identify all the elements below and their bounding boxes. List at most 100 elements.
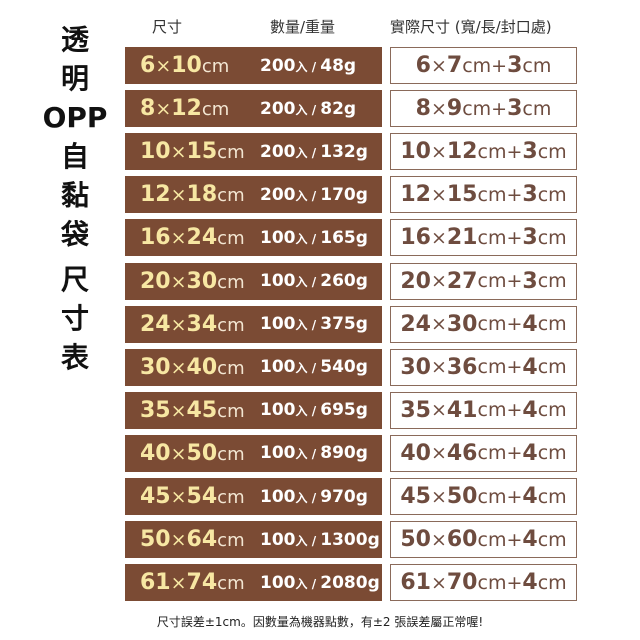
seal-length: 3 (507, 96, 523, 122)
size-width: 20 (140, 268, 171, 294)
title-char: 自 (60, 140, 89, 173)
actual-size-cell: 16 × 21 cm+ 3 cm (390, 219, 577, 257)
slash: / (307, 490, 321, 505)
size-cell: 35×45cm 100入 / 695g (125, 391, 382, 429)
size-width: 45 (140, 484, 171, 509)
actual-width: 16 (400, 225, 431, 251)
weight: 48g (320, 55, 357, 76)
size-height: 10 (171, 53, 202, 78)
weight: 540g (320, 357, 368, 378)
unit-plus: cm+ (477, 140, 523, 163)
unit: cm (537, 571, 567, 594)
actual-width: 8 (415, 96, 431, 122)
size-width: 6 (140, 53, 156, 78)
seal-length: 3 (522, 268, 538, 294)
size-height: 64 (186, 527, 218, 553)
slash: / (307, 275, 321, 289)
size-height: 40 (186, 354, 218, 380)
size-unit: cm (201, 99, 230, 121)
size-unit: cm (217, 400, 245, 422)
seal-length: 3 (522, 139, 538, 165)
actual-length: 15 (446, 182, 478, 208)
footnote: 尺寸誤差±1cm。因數量為機器點數，有±2 張誤差屬正常喔! (156, 615, 484, 629)
qty-weight: 100入 / 970g (260, 487, 368, 507)
times-sign: × (170, 356, 187, 379)
bag-size: 12×18cm (125, 182, 260, 207)
seal-length: 3 (507, 53, 523, 78)
unit-plus: cm+ (477, 356, 523, 379)
weight: 375g (320, 314, 368, 335)
pieces-unit: 入 (295, 275, 308, 289)
bag-size: 24×34cm (125, 312, 260, 337)
bag-size: 10×15cm (125, 139, 260, 164)
unit: cm (537, 356, 567, 379)
seal-length: 4 (522, 354, 538, 380)
qty-weight: 100入 / 890g (260, 443, 368, 463)
pieces-unit: 入 (295, 318, 308, 333)
qty-weight: 200入 / 82g (260, 99, 356, 119)
actual-width: 6 (415, 53, 431, 78)
size-width: 16 (140, 225, 171, 251)
bag-size: 20×30cm (125, 269, 260, 294)
size-height: 24 (186, 225, 218, 251)
pieces-unit: 入 (295, 59, 308, 74)
size-width: 24 (140, 311, 171, 337)
quantity: 100 (260, 271, 296, 291)
quantity: 100 (260, 400, 296, 421)
table-row: 30×40cm 100入 / 540g 30 × 36 cm+ 4 cm (125, 348, 577, 386)
times-sign: × (430, 313, 447, 336)
actual-length: 9 (446, 96, 463, 122)
size-cell: 12×18cm 200入 / 170g (125, 176, 382, 214)
pieces-unit: 入 (295, 490, 308, 505)
table-row: 40×50cm 100入 / 890g 40 × 46 cm+ 4 cm (125, 434, 577, 472)
actual-width: 30 (400, 354, 431, 380)
quantity: 100 (260, 443, 296, 464)
size-cell: 45×54cm 100入 / 970g (125, 478, 382, 515)
unit-plus: cm+ (477, 270, 523, 292)
unit: cm (537, 485, 567, 508)
header-actual-size: 實際尺寸 (寬/長/封口處) (390, 18, 552, 36)
size-cell: 24×34cm 100入 / 375g (125, 305, 382, 343)
size-cell: 6×10cm 200入 / 48g (125, 47, 382, 84)
size-width: 30 (140, 354, 171, 380)
unit: cm (537, 140, 567, 163)
size-cell: 10×15cm 200入 / 132g (125, 133, 382, 171)
bag-size: 6×10cm (125, 53, 260, 78)
size-unit: cm (217, 487, 245, 508)
qty-weight: 100入 / 165g (260, 228, 368, 248)
seal-length: 4 (522, 570, 538, 596)
table-row: 35×45cm 100入 / 695g 35 × 41 cm+ 4 cm (125, 391, 577, 429)
size-cell: 30×40cm 100入 / 540g (125, 348, 382, 386)
qty-weight: 100入 / 260g (260, 271, 368, 291)
slash: / (307, 145, 321, 160)
size-width: 50 (140, 527, 171, 553)
quantity: 200 (260, 55, 296, 76)
slash: / (307, 533, 321, 548)
qty-weight: 100入 / 1300g (260, 530, 380, 550)
size-unit: cm (217, 573, 245, 595)
times-sign: × (170, 270, 187, 293)
pieces-unit: 入 (295, 361, 308, 376)
size-height: 74 (186, 570, 218, 596)
seal-length: 4 (522, 311, 538, 337)
size-cell: 40×50cm 100入 / 890g (125, 434, 382, 472)
size-height: 15 (186, 139, 218, 165)
times-sign: × (430, 140, 447, 163)
times-sign: × (170, 399, 187, 422)
unit-plus: cm+ (477, 183, 523, 206)
times-sign: × (430, 571, 447, 594)
actual-size-cell: 24 × 30 cm+ 4 cm (390, 305, 577, 343)
size-width: 40 (140, 440, 171, 466)
actual-length: 60 (446, 527, 478, 553)
actual-width: 10 (400, 139, 431, 165)
size-height: 12 (171, 96, 202, 122)
actual-size-cell: 10 × 12 cm+ 3 cm (390, 133, 577, 171)
quantity: 200 (260, 184, 296, 205)
times-sign: × (430, 442, 447, 465)
size-unit: cm (217, 228, 245, 250)
unit-plus: cm+ (477, 442, 523, 465)
times-sign: × (430, 183, 447, 206)
title-char: 黏 (60, 179, 89, 212)
title-char: 尺 (60, 263, 89, 296)
actual-width: 50 (400, 527, 431, 553)
